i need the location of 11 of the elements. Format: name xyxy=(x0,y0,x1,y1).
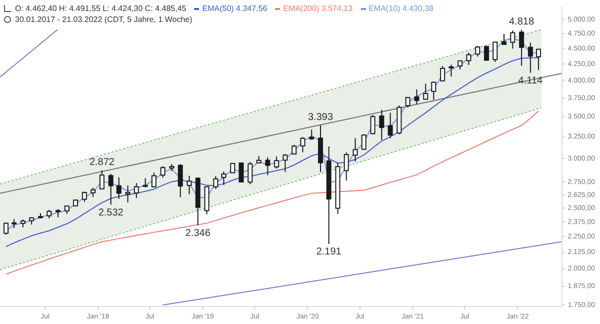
chart-title: O: 4.462,40 H: 4.491,55 L: 4.424,30 C: 4.485,45 xyxy=(15,3,186,14)
legend-label: EMA(50) 4.347,56 xyxy=(202,3,268,14)
annotation: 2.346 xyxy=(185,228,211,240)
text: 30.01.2017 - 21.03.2022 (CDT, 5 Jahre, 1 Woche) xyxy=(15,14,192,25)
annotation: 2.191 xyxy=(316,246,342,258)
annotation: 2.532 xyxy=(98,207,124,218)
annotation: 4.818 xyxy=(509,16,534,28)
annotation: 2.872 xyxy=(89,157,115,168)
legend-label: EMA(10) 4.430,38 xyxy=(368,3,434,14)
legend-label: EMA(200) 3.574,13 xyxy=(283,3,353,14)
annotation: 3.393 xyxy=(308,112,334,123)
